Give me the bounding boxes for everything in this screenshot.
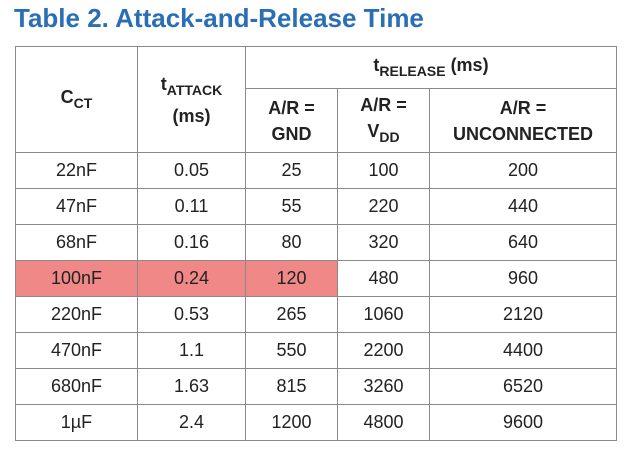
table-row: 68nF 0.16 80 320 640 [15, 224, 617, 261]
cell-cct: 680nF [15, 368, 138, 405]
cell-gnd: 25 [245, 152, 338, 189]
cell-attack: 0.16 [137, 224, 246, 261]
header-ar-unconnected-line2: UNCONNECTED [452, 123, 593, 144]
header-ar-unconnected-line1: A/R = [499, 97, 547, 118]
cell-unc: 4400 [429, 332, 617, 369]
header-attack-unit: (ms) [172, 105, 211, 126]
header-cct: CCT [15, 46, 138, 153]
cell-cct: 100nF [15, 260, 138, 297]
header-cct-main: C [60, 86, 74, 107]
table-body: 22nF 0.05 25 100 200 47nF 0.11 55 220 440 68nF 0.16… [15, 152, 617, 441]
cell-unc: 640 [429, 224, 617, 261]
header-release-main: t [373, 54, 380, 75]
cell-vdd: 2200 [337, 332, 430, 369]
header-ar-unconnected: A/R = UNCONNECTED [429, 88, 617, 153]
cell-cct: 22nF [15, 152, 138, 189]
header-ar-vdd-main: V [367, 120, 380, 141]
cell-unc: 960 [429, 260, 617, 297]
table-row: 1µF 2.4 1200 4800 9600 [15, 404, 617, 441]
cell-unc: 440 [429, 188, 617, 225]
cell-gnd: 815 [245, 368, 338, 405]
cell-attack: 1.1 [137, 332, 246, 369]
cell-attack: 0.11 [137, 188, 246, 225]
cell-attack: 0.05 [137, 152, 246, 189]
attack-release-table: CCT tATTACK (ms) tRELEASE (ms) A/R = GND… [15, 46, 617, 441]
table-row: 470nF 1.1 550 2200 4400 [15, 332, 617, 369]
cell-vdd: 220 [337, 188, 430, 225]
cell-attack: 2.4 [137, 404, 246, 441]
header-release-sub: RELEASE [379, 62, 446, 79]
table-row: 47nF 0.11 55 220 440 [15, 188, 617, 225]
cell-cct: 220nF [15, 296, 138, 333]
cell-vdd: 3260 [337, 368, 430, 405]
cell-attack: 0.24 [137, 260, 246, 297]
header-attack-main: t [160, 73, 167, 94]
cell-vdd: 4800 [337, 404, 430, 441]
cell-unc: 200 [429, 152, 617, 189]
cell-gnd: 80 [245, 224, 338, 261]
header-ar-vdd-line1: A/R = [360, 94, 407, 115]
header-attack-sub: ATTACK [166, 81, 223, 98]
header-ar-vdd-sub: DD [379, 128, 400, 145]
header-ar-gnd-line2: GND [271, 123, 312, 144]
cell-attack: 0.53 [137, 296, 246, 333]
cell-cct: 68nF [15, 224, 138, 261]
cell-unc: 2120 [429, 296, 617, 333]
cell-vdd: 100 [337, 152, 430, 189]
cell-gnd: 55 [245, 188, 338, 225]
cell-vdd: 480 [337, 260, 430, 297]
table-row: 220nF 0.53 265 1060 2120 [15, 296, 617, 333]
table-row: 100nF 0.24 120 480 960 [15, 260, 617, 297]
header-cct-sub: CT [73, 94, 93, 111]
cell-cct: 470nF [15, 332, 138, 369]
cell-gnd: 1200 [245, 404, 338, 441]
header-ar-vdd: A/R = VDD [337, 88, 430, 153]
cell-vdd: 320 [337, 224, 430, 261]
cell-vdd: 1060 [337, 296, 430, 333]
cell-cct: 1µF [15, 404, 138, 441]
header-ar-gnd: A/R = GND [245, 88, 338, 153]
header-attack-symbol: tATTACK [138, 71, 245, 103]
cell-unc: 6520 [429, 368, 617, 405]
header-attack: tATTACK (ms) [137, 46, 246, 153]
header-release: tRELEASE (ms) [245, 46, 617, 89]
header-ar-gnd-line1: A/R = [268, 97, 315, 118]
table-row: 22nF 0.05 25 100 200 [15, 152, 617, 189]
cell-unc: 9600 [429, 404, 617, 441]
cell-gnd: 265 [245, 296, 338, 333]
cell-gnd: 550 [245, 332, 338, 369]
cell-gnd: 120 [245, 260, 338, 297]
table-title: Table 2. Attack-and-Release Time [14, 3, 424, 33]
cell-attack: 1.63 [137, 368, 246, 405]
table-row: 680nF 1.63 815 3260 6520 [15, 368, 617, 405]
cell-cct: 47nF [15, 188, 138, 225]
header-ar-vdd-line2: VDD [338, 118, 429, 150]
header-release-unit: (ms) [450, 54, 489, 75]
